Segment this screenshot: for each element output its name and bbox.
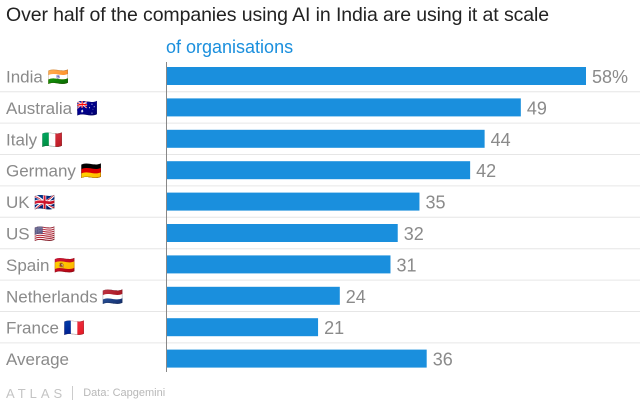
atlas-logo: ATLAS — [6, 385, 67, 401]
bar — [166, 224, 398, 242]
footer: ATLAS Data: Capgemini — [6, 384, 165, 402]
value-label: 32 — [404, 224, 424, 244]
value-label: 24 — [346, 287, 366, 307]
value-label: 35 — [425, 193, 445, 213]
bar — [166, 318, 319, 337]
category-label: Italy 🇮🇹 — [6, 130, 63, 149]
bar — [166, 192, 420, 211]
bar — [166, 255, 391, 274]
bar — [166, 161, 471, 180]
category-label: US 🇺🇸 — [6, 225, 56, 244]
chart-title: Over half of the companies using AI in I… — [6, 4, 549, 26]
value-label: 42 — [476, 161, 496, 181]
category-label: Germany 🇩🇪 — [6, 162, 102, 181]
bar-chart: of organisations India 🇮🇳 58% Australia 🇦🇺 4… — [0, 37, 640, 372]
category-label: France 🇫🇷 — [6, 319, 85, 338]
category-label: India 🇮🇳 — [6, 68, 69, 87]
bar — [166, 286, 340, 305]
value-label: 44 — [491, 130, 511, 150]
bar — [166, 98, 521, 117]
bar — [166, 67, 586, 85]
category-label: UK 🇬🇧 — [6, 193, 56, 212]
chart-subtitle: of organisations — [166, 37, 293, 57]
value-label: 49 — [527, 98, 547, 118]
category-label: Australia 🇦🇺 — [6, 98, 98, 118]
bar — [166, 349, 427, 368]
value-label: 58% — [592, 67, 628, 87]
category-label: Spain 🇪🇸 — [6, 256, 75, 275]
category-label: Netherlands 🇳🇱 — [6, 287, 124, 306]
value-label: 36 — [433, 350, 453, 370]
value-label: 31 — [396, 255, 416, 275]
footer-divider — [72, 386, 74, 400]
source-note: Data: Capgemini — [83, 387, 166, 399]
value-label: 21 — [324, 318, 344, 338]
bar — [166, 129, 485, 148]
category-label: Average — [6, 350, 69, 369]
